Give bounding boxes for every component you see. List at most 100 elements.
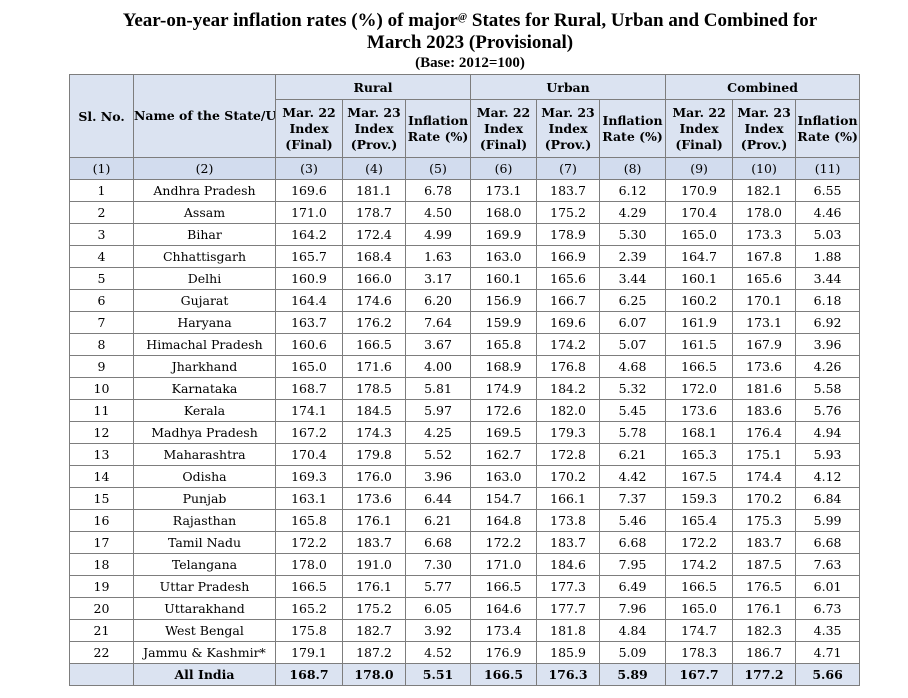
- value-cell: 173.3: [732, 223, 797, 246]
- state-name-cell: West Bengal: [133, 619, 276, 642]
- column-number: (10): [732, 157, 797, 180]
- table-row: 13 Maharashtra 170.4 179.8 5.52 162.7 172.8 6.2…: [69, 443, 861, 466]
- column-number: (4): [342, 157, 406, 180]
- value-cell: 172.2: [275, 531, 343, 554]
- value-cell: 5.07: [599, 333, 667, 356]
- value-cell: 175.1: [732, 443, 797, 466]
- value-cell: 7.30: [404, 553, 472, 576]
- table-row: 11 Kerala 174.1 184.5 5.97 172.6 182.0 5.45 173.…: [69, 399, 861, 422]
- value-cell: 1.63: [404, 245, 472, 268]
- value-cell: 6.21: [404, 509, 472, 532]
- value-cell: 179.8: [342, 443, 406, 466]
- value-cell: 170.1: [732, 289, 797, 312]
- value-cell: 175.8: [275, 619, 343, 642]
- value-cell: 6.07: [599, 311, 667, 334]
- value-cell: 177.3: [536, 575, 601, 598]
- value-cell: 6.68: [599, 531, 667, 554]
- value-cell: 6.68: [795, 531, 861, 554]
- footnote-mark: @: [457, 12, 468, 23]
- value-cell: 187.5: [732, 553, 797, 576]
- rural-group-header: Rural: [274, 74, 472, 100]
- value-cell: 6.84: [795, 487, 861, 510]
- state-name-cell: Uttarakhand: [133, 597, 276, 620]
- table-row: 12 Madhya Pradesh 167.2 174.3 4.25 169.5 179.3…: [69, 421, 861, 444]
- title-line-1: Year-on-year inflation rates (%) of majo…: [122, 10, 818, 31]
- value-cell: 176.8: [536, 355, 601, 378]
- value-cell: 6.78: [404, 179, 472, 202]
- value-cell: 6.44: [404, 487, 472, 510]
- combined-group-header: Combined: [665, 74, 861, 100]
- table-row: 9 Jharkhand 165.0 171.6 4.00 168.9 176.8 4.68 16…: [69, 355, 861, 378]
- value-cell: 6.12: [599, 179, 667, 202]
- value-cell: 181.1: [342, 179, 406, 202]
- value-cell: 165.0: [275, 355, 343, 378]
- value-cell: 181.8: [536, 619, 601, 642]
- value-cell: 173.1: [732, 311, 797, 334]
- value-cell: 6.49: [599, 575, 667, 598]
- title-line-2: March 2023 (Provisional): [366, 32, 574, 53]
- value-cell: 183.7: [536, 179, 601, 202]
- value-cell: 165.0: [665, 223, 734, 246]
- value-cell: 179.3: [536, 421, 601, 444]
- value-cell: 5.46: [599, 509, 667, 532]
- table-row: 4 Chhattisgarh 165.7 168.4 1.63 163.0 166.9 2.3…: [69, 245, 861, 268]
- table-row: 18 Telangana 178.0 191.0 7.30 171.0 184.6 7.95 1…: [69, 553, 861, 576]
- sl-no-cell: 10: [69, 377, 134, 400]
- value-cell: 164.7: [665, 245, 734, 268]
- value-cell: 162.7: [470, 443, 538, 466]
- value-cell: 178.0: [275, 553, 343, 576]
- value-cell: 172.8: [536, 443, 601, 466]
- value-cell: 191.0: [342, 553, 406, 576]
- table-row: 8 Himachal Pradesh 160.6 166.5 3.67 165.8 174.…: [69, 333, 861, 356]
- value-cell: 161.9: [665, 311, 734, 334]
- table-row: 14 Odisha 169.3 176.0 3.96 163.0 170.2 4.42 167.…: [69, 465, 861, 488]
- state-name-cell: Odisha: [133, 465, 276, 488]
- urban-mar23-index-header: Mar. 23 Index (Prov.): [536, 99, 601, 158]
- value-cell: 165.6: [732, 267, 797, 290]
- value-cell: 5.76: [795, 399, 861, 422]
- value-cell: 6.18: [795, 289, 861, 312]
- value-cell: 185.9: [536, 641, 601, 664]
- value-cell: 5.58: [795, 377, 861, 400]
- value-cell: 165.7: [275, 245, 343, 268]
- report-title: Year-on-year inflation rates (%) of majo…: [0, 10, 908, 72]
- value-cell: 165.8: [275, 509, 343, 532]
- value-cell: 175.2: [342, 597, 406, 620]
- value-cell: 5.30: [599, 223, 667, 246]
- value-cell: 169.3: [275, 465, 343, 488]
- total-value-cell: 167.7: [665, 663, 734, 686]
- value-cell: 174.2: [665, 553, 734, 576]
- value-cell: 4.35: [795, 619, 861, 642]
- value-cell: 167.8: [732, 245, 797, 268]
- state-name-header: Name of the State/UT: [133, 74, 276, 158]
- value-cell: 183.7: [342, 531, 406, 554]
- value-cell: 3.96: [795, 333, 861, 356]
- value-cell: 166.0: [342, 267, 406, 290]
- value-cell: 159.9: [470, 311, 538, 334]
- value-cell: 173.6: [665, 399, 734, 422]
- column-number: (11): [795, 157, 861, 180]
- value-cell: 4.00: [404, 355, 472, 378]
- value-cell: 163.7: [275, 311, 343, 334]
- state-name-cell: Jharkhand: [133, 355, 276, 378]
- value-cell: 160.1: [665, 267, 734, 290]
- value-cell: 174.1: [275, 399, 343, 422]
- value-cell: 175.3: [732, 509, 797, 532]
- table-row: 22 Jammu & Kashmir* 179.1 187.2 4.52 176.9 185…: [69, 641, 861, 664]
- value-cell: 184.2: [536, 377, 601, 400]
- value-cell: 176.2: [342, 311, 406, 334]
- value-cell: 7.95: [599, 553, 667, 576]
- sl-no-cell: 21: [69, 619, 134, 642]
- value-cell: 5.99: [795, 509, 861, 532]
- value-cell: 163.1: [275, 487, 343, 510]
- table-row: 15 Punjab 163.1 173.6 6.44 154.7 166.1 7.37 159.…: [69, 487, 861, 510]
- value-cell: 7.63: [795, 553, 861, 576]
- sl-no-header: Sl. No.: [69, 74, 134, 158]
- value-cell: 156.9: [470, 289, 538, 312]
- value-cell: 173.6: [342, 487, 406, 510]
- value-cell: 5.93: [795, 443, 861, 466]
- value-cell: 172.6: [470, 399, 538, 422]
- table-row: 17 Tamil Nadu 172.2 183.7 6.68 172.2 183.7 6.68…: [69, 531, 861, 554]
- sl-no-cell: 11: [69, 399, 134, 422]
- value-cell: 4.12: [795, 465, 861, 488]
